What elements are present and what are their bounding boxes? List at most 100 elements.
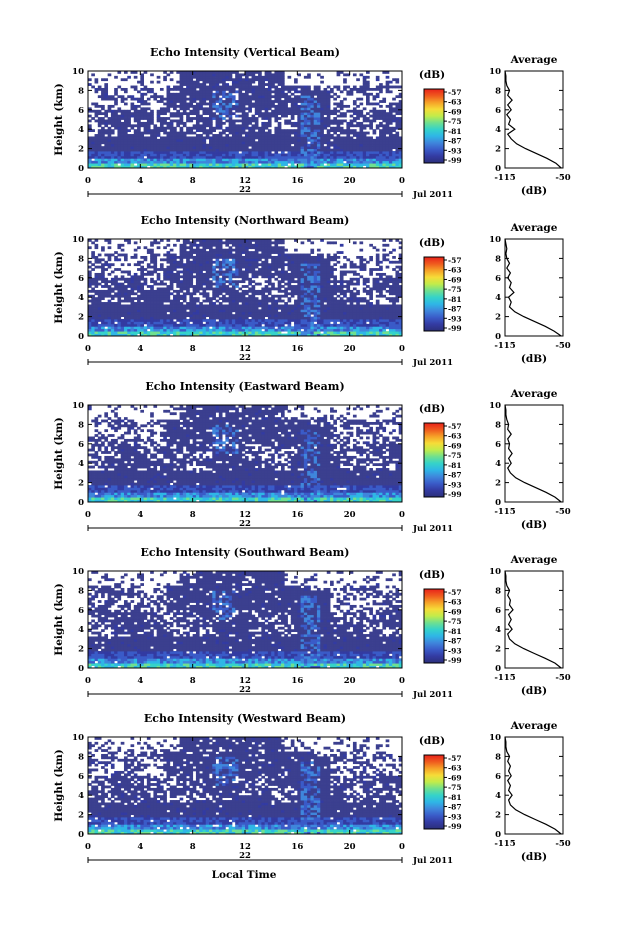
heatmap-cell (326, 316, 331, 320)
heatmap-cell (287, 134, 292, 137)
heatmap-cell (366, 306, 370, 310)
heatmap-cell (284, 155, 288, 159)
heatmap-cell (382, 131, 387, 135)
heatmap-cell (238, 304, 243, 308)
heatmap-cell (222, 331, 226, 334)
heatmap-cell (107, 304, 112, 308)
heatmap-cell (238, 163, 243, 166)
heatmap-cell (173, 333, 177, 337)
heatmap-cell (264, 102, 269, 106)
heatmap-cell (336, 165, 341, 169)
heatmap-cell (287, 311, 292, 315)
heatmap-cell (372, 328, 377, 332)
heatmap-cell (362, 143, 367, 147)
heatmap-cell (173, 138, 177, 142)
heatmap-cell (310, 302, 315, 305)
heatmap-cell (195, 280, 200, 284)
heatmap-cell (218, 124, 223, 128)
heatmap-cell (310, 138, 315, 142)
heatmap-cell (330, 119, 334, 123)
heatmap-cell (199, 85, 203, 89)
heatmap-cell (300, 297, 305, 301)
heatmap-cell (346, 163, 351, 166)
heatmap-cell (104, 163, 109, 166)
heatmap-cell (91, 306, 95, 310)
heatmap-cell (264, 297, 269, 301)
heatmap-cell (359, 153, 364, 157)
heatmap-cell (159, 160, 164, 164)
heatmap-cell (294, 299, 298, 303)
heatmap-cell (398, 331, 403, 334)
heatmap-cell (251, 304, 256, 308)
heatmap-cell (94, 319, 99, 322)
heatmap-cell (287, 328, 292, 332)
heatmap-cell (192, 297, 197, 301)
heatmap-cell (123, 319, 128, 322)
heatmap-cell (274, 294, 279, 298)
heatmap-cell (202, 92, 207, 96)
heatmap-cell (212, 112, 216, 116)
heatmap-cell (349, 87, 354, 91)
heatmap-cell (146, 155, 151, 159)
heatmap-cell (114, 294, 118, 298)
heatmap-cell (166, 136, 171, 140)
heatmap-cell (218, 109, 223, 113)
heatmap-cell (274, 136, 279, 140)
heatmap-cell (228, 78, 233, 82)
heatmap-cell (359, 311, 364, 315)
heatmap-cell (110, 95, 115, 99)
heatmap-cell (143, 333, 148, 337)
heatmap-cell (143, 126, 148, 130)
heatmap-cell (218, 112, 223, 116)
heatmap-cell (195, 323, 200, 327)
heatmap-cell (101, 97, 105, 101)
heatmap-cell (225, 165, 230, 169)
heatmap-cell (231, 285, 236, 288)
heatmap-cell (323, 134, 328, 137)
heatmap-cell (287, 90, 292, 94)
heatmap-cell (91, 85, 95, 89)
heatmap-cell (202, 109, 207, 113)
heatmap-cell (388, 165, 393, 169)
heatmap-cell (316, 104, 321, 108)
heatmap-cell (150, 117, 154, 120)
heatmap-cell (91, 282, 95, 286)
heatmap-cell (333, 163, 337, 166)
heatmap-cell (169, 299, 174, 303)
heatmap-cell (146, 131, 151, 135)
heatmap-cell (392, 319, 396, 322)
heatmap-cell (294, 309, 298, 313)
heatmap-cell (313, 134, 318, 137)
heatmap-cell (231, 143, 236, 147)
heatmap-cell (199, 78, 203, 82)
heatmap-cell (245, 148, 249, 152)
heatmap-cell (166, 146, 171, 149)
heatmap-cell (231, 97, 236, 101)
heatmap-cell (294, 131, 298, 135)
heatmap-cell (254, 299, 259, 303)
heatmap-cell (323, 107, 328, 111)
heatmap-cell (212, 80, 216, 84)
heatmap-cell (143, 163, 148, 166)
heatmap-cell (189, 119, 194, 123)
heatmap-cell (294, 85, 298, 89)
heatmap-cell (153, 155, 158, 159)
heatmap-cell (133, 141, 138, 145)
heatmap-cell (156, 292, 161, 296)
heatmap-cell (114, 287, 118, 291)
heatmap-cell (120, 309, 125, 313)
heatmap-cell (186, 126, 190, 130)
heatmap-cell (310, 326, 315, 330)
heatmap-cell (395, 328, 400, 332)
heatmap-cell (333, 309, 337, 313)
heatmap-cell (297, 328, 301, 332)
heatmap-cell (372, 119, 377, 123)
heatmap-cell (307, 124, 311, 128)
heatmap-cell (369, 306, 373, 310)
heatmap-cell (385, 131, 390, 135)
heatmap-cell (123, 109, 128, 113)
heatmap-cell (326, 114, 331, 118)
heatmap-cell (228, 143, 233, 147)
heatmap-cell (382, 129, 387, 133)
heatmap-cell (202, 73, 207, 77)
